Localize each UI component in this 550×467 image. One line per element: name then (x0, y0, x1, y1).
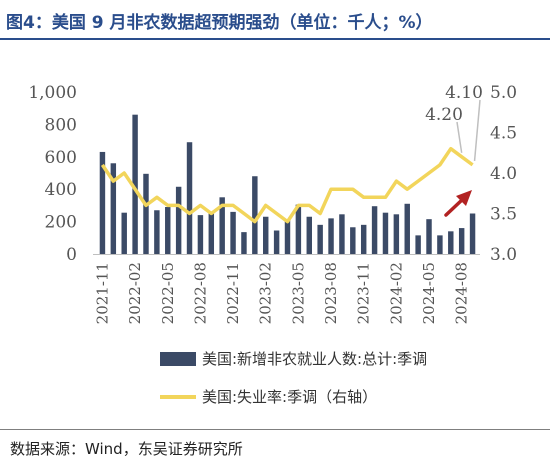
bar (393, 214, 400, 254)
bar (371, 206, 378, 254)
annotation-label: 4.20 (425, 105, 463, 125)
bar (317, 224, 323, 254)
bar (219, 197, 225, 254)
bar (175, 186, 182, 254)
bar (143, 173, 149, 254)
legend-line-swatch (160, 394, 196, 399)
bar (263, 216, 269, 254)
annotation-label: 4.10 (445, 83, 483, 103)
bar (404, 203, 410, 254)
y-left-tick-label: 200 (45, 213, 77, 233)
x-tick-label: 2023-11 (355, 262, 373, 324)
y-left-tick-label: 1,000 (28, 83, 77, 103)
legend-bar-label: 美国:新增非农就业人数:总计:季调 (202, 350, 428, 368)
footer-divider (0, 429, 550, 430)
annotation-leader (473, 99, 481, 161)
bar (415, 235, 421, 254)
y-left-tick-label: 600 (45, 148, 77, 168)
x-tick-label: 2023-02 (257, 262, 275, 324)
chart-title: 图4：美国 9 月非农数据超预期强劲（单位：千人；%） (6, 13, 433, 33)
legend-item-bar: 美国:新增非农就业人数:总计:季调 (160, 348, 427, 369)
bar (165, 207, 171, 254)
bar (284, 219, 291, 254)
title-divider (0, 38, 550, 40)
bar (241, 232, 247, 254)
y-left-tick-label: 0 (66, 245, 77, 265)
x-tick-label: 2024-02 (387, 262, 405, 324)
bar (448, 231, 454, 254)
bar (186, 142, 193, 254)
bar (295, 204, 302, 254)
bar (437, 235, 443, 254)
bar (208, 213, 215, 254)
x-tick-label: 2022-11 (224, 262, 242, 324)
bar (339, 214, 345, 254)
legend-line-label: 美国:失业率:季调（右轴） (202, 388, 378, 406)
x-tick-label: 2024-08 (453, 262, 471, 324)
bar (154, 210, 160, 254)
chart: 0 200 400 600 800 1,000 3.0 3.5 4.0 4.5 5.0 2021-11… (28, 83, 517, 324)
bar (197, 215, 204, 254)
y-right-tick-label: 3.0 (490, 245, 517, 265)
bar (382, 212, 389, 254)
source-note: 数据来源：Wind，东吴证券研究所 (10, 440, 243, 458)
y-right-tick-label: 4.0 (490, 164, 517, 184)
bar (99, 151, 106, 254)
x-tick-label: 2023-05 (289, 262, 307, 324)
bar (252, 176, 258, 254)
trend-arrow-head (456, 190, 472, 206)
y-right-tick-label: 5.0 (490, 83, 517, 103)
bar (306, 216, 312, 254)
legend-item-line: 美国:失业率:季调（右轴） (160, 386, 377, 407)
y-left-tick-label: 400 (45, 180, 77, 200)
bar (360, 224, 367, 254)
x-tick-label: 2022-05 (159, 262, 177, 324)
bar (469, 213, 476, 254)
legend-bar-swatch (160, 351, 196, 366)
bar (132, 114, 138, 255)
x-tick-label: 2024-05 (420, 262, 438, 324)
x-tick-label: 2022-08 (191, 262, 209, 324)
bar (426, 219, 432, 254)
bar (230, 211, 236, 254)
x-tick-label: 2023-08 (322, 262, 340, 324)
bar (350, 227, 356, 254)
annotation-leader (456, 121, 463, 153)
x-tick-label: 2022-02 (126, 262, 144, 324)
bar (121, 212, 127, 254)
y-left-tick-label: 800 (45, 115, 77, 135)
bar (273, 230, 280, 254)
bar (458, 228, 465, 254)
bar (110, 163, 117, 254)
y-right-tick-label: 4.5 (490, 124, 517, 144)
unemployment-line (100, 146, 474, 224)
bar (328, 218, 334, 254)
trend-arrow-shaft (444, 197, 465, 217)
x-tick-label: 2021-11 (93, 262, 111, 324)
y-right-tick-label: 3.5 (490, 205, 517, 225)
